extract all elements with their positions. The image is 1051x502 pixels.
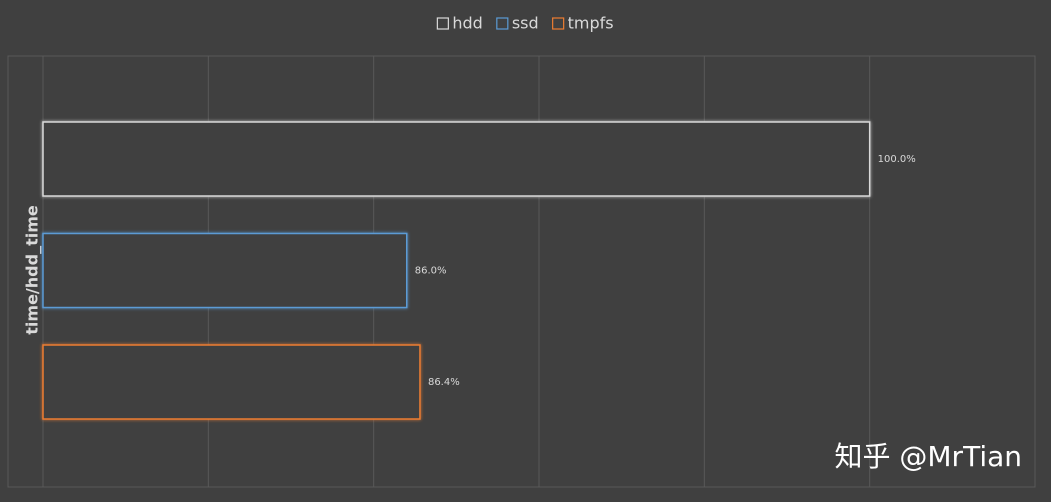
bar (42, 344, 421, 420)
legend-label: ssd (512, 14, 539, 33)
y-axis-title: time/hdd_time (23, 205, 42, 335)
bar (42, 121, 871, 197)
legend-label: tmpfs (568, 14, 614, 33)
legend-swatch (552, 17, 565, 30)
bar (42, 232, 408, 309)
value-label: 86.0% (415, 266, 447, 277)
legend-swatch (436, 17, 449, 30)
legend-label: hdd (452, 14, 482, 33)
value-label: 86.4% (428, 377, 460, 388)
legend-swatch (496, 17, 509, 30)
watermark: 知乎 @MrTian (835, 440, 1023, 473)
legend: hdd ssd tmpfs (436, 14, 614, 33)
value-label: 100.0% (878, 154, 916, 165)
